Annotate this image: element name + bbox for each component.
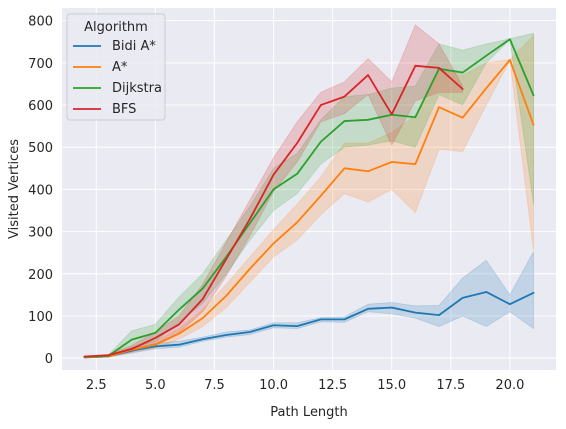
band-bidi-a [84, 251, 534, 359]
legend-items: Bidi A* A* Dijkstra BFS [73, 39, 162, 117]
y-tick-label: 500 [28, 141, 53, 156]
grid [62, 8, 556, 370]
x-tick-label: 2.5 [86, 378, 107, 393]
y-tick-label: 400 [28, 183, 53, 198]
line-bidi-a [83, 291, 535, 359]
x-tick-labels: 2.5 5.0 7.5 10.0 12.5 15.0 17.5 20.0 [86, 378, 524, 393]
y-tick-label: 300 [28, 226, 53, 241]
x-tick-label: 20.0 [495, 378, 524, 393]
legend-label-bfs: BFS [112, 102, 136, 117]
legend-label-a: A* [112, 60, 128, 75]
legend: Algorithm Bidi A* A* Dijkstra BFS [66, 13, 166, 121]
x-tick-label: 17.5 [436, 378, 465, 393]
band-a [84, 34, 534, 359]
x-tick-label: 5.0 [145, 378, 166, 393]
x-tick-label: 10.0 [259, 378, 288, 393]
y-tick-label: 100 [28, 310, 53, 325]
y-tick-label: 800 [28, 15, 53, 30]
y-tick-labels: 0 100 200 300 400 500 600 700 800 [28, 15, 53, 368]
y-axis-label: Visited Vertices [7, 139, 22, 239]
line-a [83, 59, 535, 359]
y-tick-label: 0 [45, 352, 53, 367]
legend-label-bidi-a: Bidi A* [112, 39, 156, 54]
x-tick-label: 15.0 [377, 378, 406, 393]
line-dijkstra [83, 38, 535, 358]
y-tick-label: 700 [28, 57, 53, 72]
x-tick-label: 7.5 [204, 378, 225, 393]
band-dijkstra [84, 32, 534, 358]
legend-title: Algorithm [84, 20, 148, 35]
y-tick-label: 600 [28, 99, 53, 114]
line-bfs [83, 64, 464, 358]
legend-box [66, 13, 166, 121]
legend-label-dijkstra: Dijkstra [112, 81, 162, 96]
x-tick-label: 12.5 [318, 378, 347, 393]
x-axis-label: Path Length [270, 405, 348, 420]
y-tick-label: 200 [28, 268, 53, 283]
series-lines [83, 38, 535, 359]
